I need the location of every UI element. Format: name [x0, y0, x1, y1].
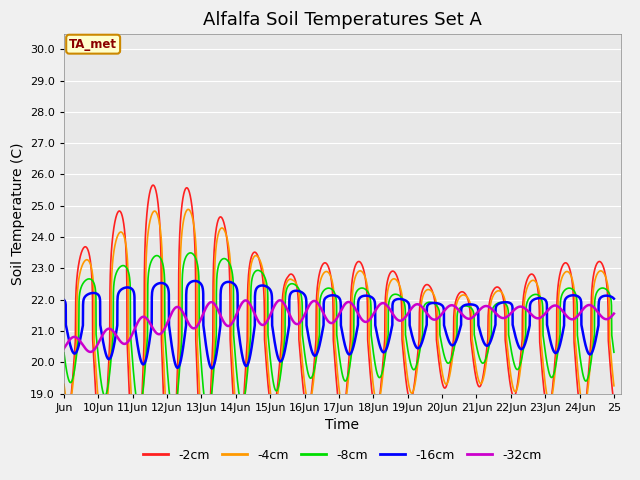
-16cm [483, 343, 491, 348]
-8cm [491, 302, 499, 308]
Title: Alfalfa Soil Temperatures Set A: Alfalfa Soil Temperatures Set A [203, 11, 482, 29]
Line: -16cm: -16cm [64, 281, 614, 369]
-32cm [610, 311, 618, 316]
-32cm [155, 331, 163, 337]
-2cm [60, 400, 68, 406]
-4cm [168, 468, 175, 473]
Y-axis label: Soil Temperature (C): Soil Temperature (C) [10, 143, 24, 285]
-32cm [86, 349, 94, 355]
-4cm [60, 382, 68, 387]
-2cm [467, 323, 474, 328]
-16cm [467, 301, 474, 307]
-2cm [149, 182, 157, 188]
-8cm [483, 353, 491, 359]
-4cm [416, 341, 424, 347]
-32cm [60, 346, 68, 351]
-32cm [483, 303, 491, 309]
-8cm [610, 349, 618, 355]
-8cm [170, 412, 177, 418]
-4cm [467, 302, 474, 308]
-4cm [483, 357, 491, 362]
-16cm [491, 324, 499, 330]
-4cm [155, 216, 163, 222]
-8cm [187, 250, 195, 256]
-2cm [483, 347, 491, 352]
-32cm [467, 315, 474, 321]
-8cm [155, 253, 163, 259]
-8cm [416, 347, 424, 353]
-16cm [610, 296, 618, 301]
-8cm [467, 305, 474, 311]
Line: -2cm: -2cm [64, 185, 614, 480]
-4cm [610, 383, 618, 389]
Line: -4cm: -4cm [64, 209, 614, 470]
Text: TA_met: TA_met [69, 38, 117, 51]
X-axis label: Time: Time [325, 418, 360, 432]
Line: -8cm: -8cm [64, 253, 614, 415]
-16cm [191, 278, 199, 284]
-4cm [491, 290, 499, 296]
-32cm [276, 298, 284, 303]
-4cm [427, 288, 435, 294]
-2cm [491, 285, 499, 291]
-32cm [491, 310, 499, 315]
-2cm [416, 300, 424, 306]
-16cm [60, 297, 68, 303]
-2cm [155, 208, 163, 214]
-8cm [60, 350, 68, 356]
Line: -32cm: -32cm [64, 300, 614, 352]
-2cm [427, 285, 435, 291]
-4cm [184, 206, 192, 212]
-32cm [416, 302, 424, 308]
-16cm [208, 366, 216, 372]
-8cm [427, 300, 435, 305]
-16cm [155, 280, 163, 286]
-2cm [610, 400, 618, 406]
-32cm [427, 315, 435, 321]
Legend: -2cm, -4cm, -8cm, -16cm, -32cm: -2cm, -4cm, -8cm, -16cm, -32cm [138, 444, 547, 467]
-16cm [416, 344, 424, 349]
-16cm [427, 300, 435, 306]
